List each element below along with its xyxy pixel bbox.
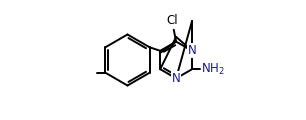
Text: NH$_2$: NH$_2$ — [201, 62, 225, 77]
Text: Cl: Cl — [167, 14, 178, 27]
Text: N: N — [172, 72, 181, 85]
Text: N: N — [188, 44, 196, 57]
